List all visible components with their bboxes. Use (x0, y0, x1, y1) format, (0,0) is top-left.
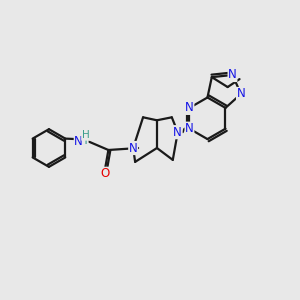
Text: N: N (228, 68, 237, 82)
Text: N: N (237, 88, 245, 100)
Text: N: N (185, 101, 194, 114)
Text: O: O (101, 167, 110, 180)
Text: N: N (129, 142, 137, 154)
Text: H: H (82, 130, 89, 140)
Text: N: N (185, 122, 194, 135)
Text: H: H (79, 134, 88, 147)
Text: N: N (74, 135, 83, 148)
Text: N: N (173, 126, 182, 139)
